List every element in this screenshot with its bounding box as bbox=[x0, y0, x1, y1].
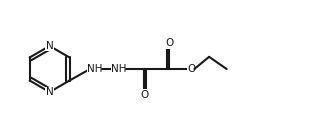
Text: NH: NH bbox=[87, 64, 103, 74]
Text: N: N bbox=[46, 87, 53, 97]
Text: O: O bbox=[187, 64, 196, 74]
Text: NH: NH bbox=[111, 64, 127, 74]
Text: O: O bbox=[165, 38, 173, 48]
Text: O: O bbox=[140, 90, 148, 100]
Text: N: N bbox=[46, 41, 53, 51]
